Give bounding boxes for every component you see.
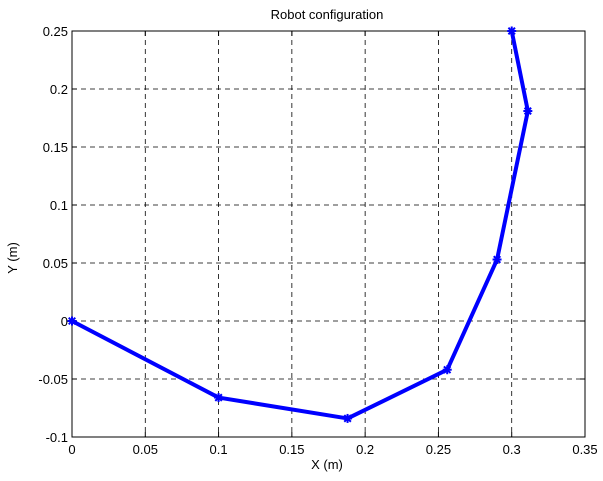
x-tick-label: 0.15	[279, 442, 304, 457]
chart-title: Robot configuration	[271, 7, 384, 22]
data-point-marker	[214, 393, 224, 403]
y-tick-labels: -0.1 -0.05 0 0.05 0.1 0.15 0.2 0.25	[38, 24, 68, 445]
marker-stroke	[214, 393, 223, 402]
x-tick-label: 0	[68, 442, 75, 457]
data-point-marker	[67, 316, 77, 326]
x-tick-label: 0.2	[356, 442, 374, 457]
x-axis-label: X (m)	[311, 457, 343, 472]
x-tick-label: 0.25	[426, 442, 451, 457]
y-tick-label: 0.1	[50, 198, 68, 213]
x-tick-label: 0.35	[572, 442, 597, 457]
marker-stroke	[343, 414, 352, 423]
data-point-marker	[343, 413, 353, 423]
data-point-marker	[523, 106, 533, 116]
marker-stroke	[523, 107, 532, 116]
x-tick-label: 0.3	[503, 442, 521, 457]
y-tick-label: 0.2	[50, 82, 68, 97]
marker-stroke	[443, 365, 452, 374]
data-point-marker	[492, 255, 502, 265]
x-tick-label: 0.05	[133, 442, 158, 457]
y-tick-label: -0.1	[46, 430, 68, 445]
plot-area	[72, 31, 585, 437]
plot-border	[71, 30, 586, 438]
y-tick-label: 0.25	[43, 24, 68, 39]
marker-stroke	[67, 316, 77, 326]
y-axis-label: Y (m)	[5, 242, 20, 274]
marker-stroke	[493, 255, 502, 264]
data-point-marker	[507, 26, 517, 36]
series-layer	[67, 26, 533, 423]
x-tick-label: 0.1	[210, 442, 228, 457]
y-tick-label: 0.15	[43, 140, 68, 155]
x-tick-labels: 0 0.05 0.1 0.15 0.2 0.25 0.3 0.35	[68, 442, 597, 457]
marker-stroke	[507, 26, 516, 36]
data-point-marker	[442, 365, 452, 375]
y-tick-label: 0	[61, 314, 68, 329]
y-tick-label: 0.05	[43, 256, 68, 271]
y-tick-label: -0.05	[38, 372, 68, 387]
